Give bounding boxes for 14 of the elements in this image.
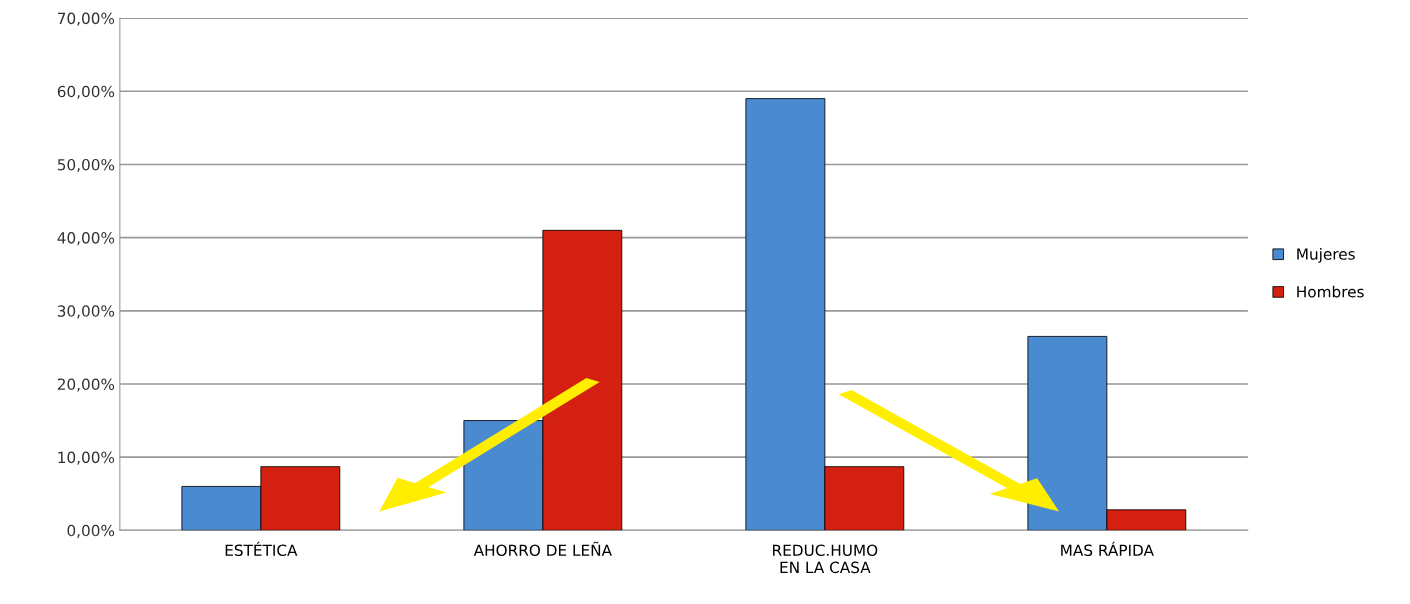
- y-tick-label: 40,00%: [57, 232, 115, 246]
- legend-label: Mujeres: [1297, 247, 1355, 263]
- y-tick-label: 0,00%: [67, 524, 115, 538]
- x-tick-label: AHORRO DE LEÑA: [473, 541, 612, 557]
- y-tick-label: 30,00%: [57, 305, 115, 319]
- y-tick-label: 10,00%: [58, 451, 115, 465]
- y-tick-label: 20,00%: [57, 378, 115, 392]
- legend-label: Hombres: [1297, 285, 1364, 298]
- y-tick-label: 70,00%: [57, 12, 115, 26]
- x-tick-label: REDUC.HUMO EN LA CASA: [773, 544, 878, 574]
- y-tick-label: 60,00%: [57, 85, 115, 99]
- x-tick-label: MAS RÁPIDA: [1061, 541, 1154, 557]
- y-tick-label: 50,00%: [57, 158, 115, 173]
- x-tick-label: ESTÉTICA: [225, 541, 298, 557]
